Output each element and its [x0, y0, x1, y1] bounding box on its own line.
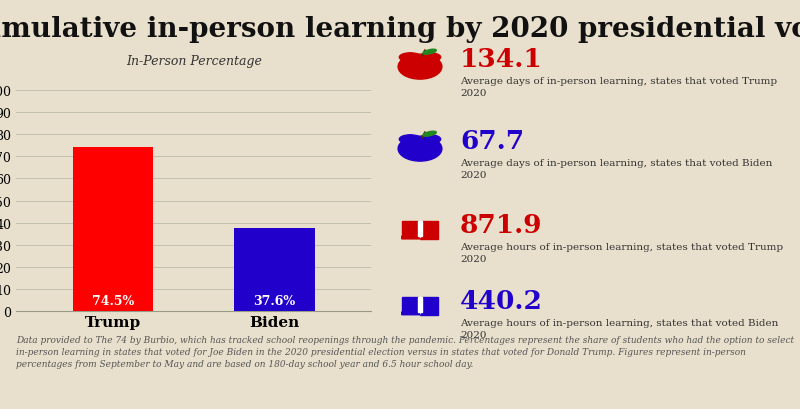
Bar [73, 147, 154, 311]
Text: Cumulative in-person learning by 2020 presidential vote: Cumulative in-person learning by 2020 pr… [0, 16, 800, 43]
Text: 74.5%: 74.5% [92, 294, 134, 307]
Text: 134.1: 134.1 [460, 47, 542, 72]
Text: 67.7: 67.7 [460, 129, 524, 154]
Text: Average hours of in-person learning, states that voted Trump
2020: Average hours of in-person learning, sta… [460, 243, 783, 263]
Text: 871.9: 871.9 [460, 213, 542, 238]
Text: Average days of in-person learning, states that voted Biden
2020: Average days of in-person learning, stat… [460, 159, 772, 180]
Text: 37.6%: 37.6% [254, 294, 295, 307]
Title: In-Person Percentage: In-Person Percentage [126, 55, 262, 68]
Text: 440.2: 440.2 [460, 289, 543, 313]
Text: Data provided to The 74 by Burbio, which has tracked school reopenings through t: Data provided to The 74 by Burbio, which… [16, 335, 794, 368]
Text: Average hours of in-person learning, states that voted Biden
2020: Average hours of in-person learning, sta… [460, 318, 778, 339]
Text: Average days of in-person learning, states that voted Trump
2020: Average days of in-person learning, stat… [460, 77, 777, 98]
Bar [234, 228, 314, 311]
